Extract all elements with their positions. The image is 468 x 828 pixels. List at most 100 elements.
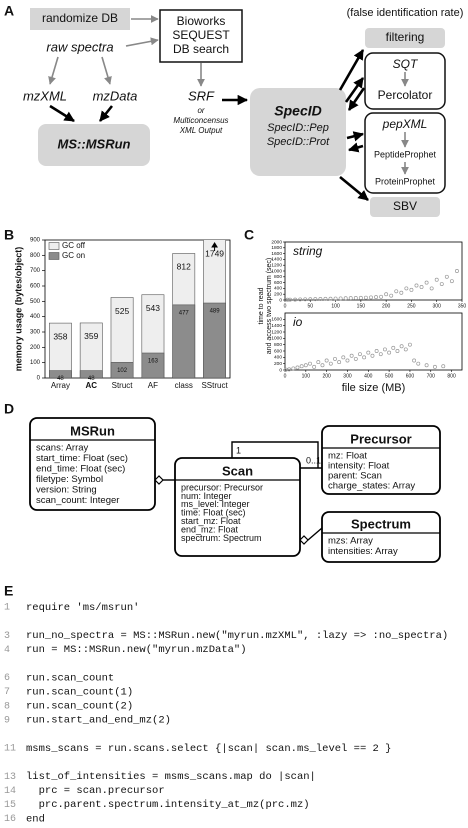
arrow (338, 49, 365, 91)
point (424, 363, 429, 368)
point (303, 363, 308, 368)
point (378, 352, 383, 357)
point (403, 347, 408, 352)
code-line: prc.parent.spectrum.intensity_at_mz(prc.… (26, 799, 310, 811)
node-label: randomize DB (42, 11, 118, 25)
line-number: 16 (4, 814, 16, 825)
point (343, 296, 348, 301)
x-tick-label: 100 (302, 373, 311, 379)
aggregation-diamond (154, 475, 164, 485)
node-box (370, 197, 440, 217)
code-line: run.start_and_end_mz(2) (26, 715, 171, 727)
point (333, 296, 338, 301)
point (389, 293, 394, 298)
point (345, 358, 350, 363)
x-tick-label: class (175, 381, 193, 390)
point (348, 296, 353, 301)
node-label: MS::MSRun (58, 136, 131, 151)
point (394, 289, 399, 294)
x-tick-label: Struct (112, 381, 134, 390)
y-tick-label: 400 (274, 286, 282, 292)
node-label: SpecID (274, 103, 321, 119)
point (295, 365, 300, 370)
class-field: filetype: Symbol (36, 474, 103, 485)
x-tick-label: 0 (284, 373, 287, 379)
class-title: Spectrum (351, 516, 411, 531)
class-field: start_mz: Float (181, 516, 241, 526)
legend-label: GC off (62, 241, 86, 250)
point (299, 364, 304, 369)
panel-label: B (4, 227, 14, 243)
class-field: start_time: Float (sec) (36, 453, 128, 464)
point (338, 296, 343, 301)
uml-connectors: 1 0..1 (154, 441, 323, 545)
y-tick-label: 0 (279, 297, 282, 303)
value-label: 525 (115, 306, 129, 316)
y-tick-label: 1800 (271, 245, 282, 251)
x-tick-label: SStruct (201, 381, 228, 390)
point (384, 292, 389, 297)
y-tick-label: 400 (274, 355, 282, 361)
y-tick-label: 800 (274, 342, 282, 348)
node-label: SEQUEST (172, 28, 230, 42)
node-box (159, 9, 243, 63)
class-title: Precursor (350, 431, 411, 446)
y-tick-label: 800 (30, 253, 41, 259)
point (337, 360, 342, 365)
x-tick-label: AC (85, 381, 97, 390)
code-line: msms_scans = run.scans.select {|scan| sc… (26, 743, 391, 755)
class-field: scan_count: Integer (36, 495, 119, 506)
overflow-arrow (211, 242, 218, 251)
bar (49, 370, 72, 378)
point (349, 353, 354, 358)
node-box (365, 28, 445, 48)
y-tick-label: 200 (274, 291, 282, 297)
node-label: pepXML (382, 117, 428, 131)
x-tick-label: 700 (427, 373, 436, 379)
line-number: 15 (4, 800, 16, 811)
y-tick-label: 1600 (271, 251, 282, 257)
node-label: Multiconcensus (173, 116, 228, 125)
x-tick-label: 300 (433, 303, 442, 309)
y-tick-label: 100 (30, 360, 41, 366)
connector (231, 441, 319, 468)
x-tick-label: 100 (331, 303, 340, 309)
bar (110, 297, 134, 378)
point (366, 350, 371, 355)
x-tick-label: 200 (382, 303, 391, 309)
y-tick-label: 1000 (271, 268, 282, 274)
code-line: prc = scan.precursor (26, 785, 165, 797)
point (441, 364, 446, 369)
y-axis-label: time to read (258, 287, 265, 324)
point (320, 363, 325, 368)
y-tick-label: 300 (30, 330, 41, 336)
code-line: require 'ms/msrun' (26, 602, 139, 614)
y-tick-label: 2000 (271, 239, 282, 245)
arrow (49, 104, 75, 123)
class-field: intensity: Float (328, 461, 390, 472)
bar (172, 304, 196, 378)
node-label: (false identification rate) (347, 7, 464, 19)
code-line: run.scan_count (26, 672, 114, 684)
node-label: filtering (386, 30, 425, 44)
value-label: 477 (179, 310, 190, 316)
y-axis-label: and access two spectrum (sec) (266, 258, 273, 354)
point (324, 358, 329, 363)
node-label: DB search (173, 42, 229, 56)
line-number: 8 (4, 701, 10, 712)
point (416, 361, 421, 366)
y-tick-label: 700 (30, 268, 41, 274)
value-label: 48 (57, 376, 64, 382)
code-line: run.scan_count(2) (26, 700, 133, 712)
bar (79, 370, 103, 378)
bar (141, 352, 165, 378)
point (287, 367, 292, 372)
point (374, 349, 379, 353)
node-box (250, 88, 346, 176)
node-box (30, 8, 130, 30)
arrow (48, 56, 59, 85)
y-axis-label: memory usage (bytes/object) (13, 247, 23, 372)
class-field: mz: Float (328, 451, 367, 462)
code-line: list_of_intensities = msms_scans.map do … (26, 771, 316, 783)
point (369, 295, 373, 300)
